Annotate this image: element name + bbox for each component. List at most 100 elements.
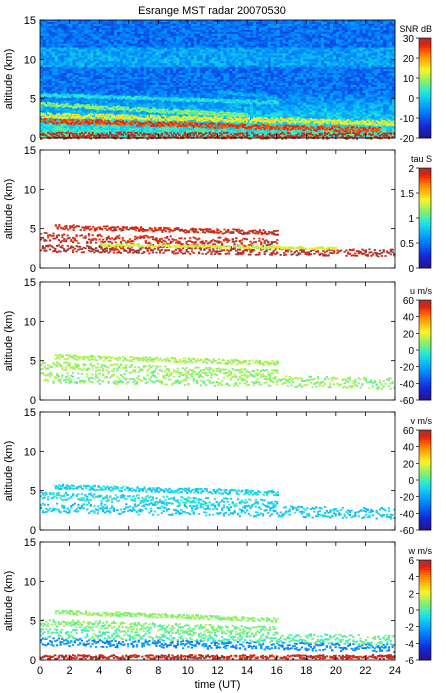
x-tick-label: 10 [182, 665, 194, 677]
colorbar-tick-label: 40 [403, 313, 415, 324]
colorbar-tick-label: 0 [408, 94, 414, 105]
data-layer [54, 354, 279, 366]
y-tick-label: 10 [24, 54, 36, 66]
data-layer [40, 244, 396, 258]
colorbar-tick-label: 0 [408, 264, 414, 275]
y-tick-label: 0 [30, 525, 36, 537]
colorbar-tick-label: 1.5 [400, 189, 414, 200]
x-tick-label: 0 [37, 665, 43, 677]
y-tick-label: 0 [30, 395, 36, 407]
y-tick-label: 15 [24, 145, 36, 157]
colorbar-tick-label: 0 [408, 606, 414, 617]
colorbar-label: SNR dB [399, 24, 432, 34]
colorbar-tick-label: -60 [400, 526, 415, 537]
y-tick-label: 15 [24, 537, 36, 549]
data-layer [40, 101, 249, 118]
colorbar-tick-label: -6 [405, 656, 414, 667]
x-tick-label: 8 [155, 665, 161, 677]
data-layer [40, 92, 279, 106]
data-layer [40, 231, 279, 249]
data-layer [40, 491, 279, 508]
colorbar-tick-label: -20 [400, 134, 415, 145]
y-axis-label: altitude (km) [3, 179, 15, 240]
colorbar-tick-label: 0 [408, 346, 414, 357]
colorbar-label: u m/s [410, 286, 433, 296]
x-tick-label: 22 [359, 665, 371, 677]
data-layer [40, 654, 396, 660]
colorbar-tick-label: -2 [405, 623, 414, 634]
colorbar-tick-label: 4 [408, 573, 414, 584]
colorbar-tick-label: 60 [403, 296, 415, 307]
colorbar-tick-label: 0.5 [400, 239, 414, 250]
colorbar-tick-label: 1 [408, 214, 414, 225]
colorbar-label: tau S [411, 154, 432, 164]
y-tick-label: 15 [24, 277, 36, 289]
y-tick-label: 10 [24, 446, 36, 458]
y-axis-label: altitude (km) [3, 311, 15, 372]
data-layer [40, 619, 279, 636]
colorbar-label: v m/s [411, 416, 433, 426]
data-layer [54, 224, 279, 236]
y-tick-label: 0 [30, 655, 36, 667]
colorbar-tick-label: 0 [408, 476, 414, 487]
y-tick-label: 15 [24, 407, 36, 419]
y-tick-label: 0 [30, 263, 36, 275]
x-tick-label: 24 [389, 665, 401, 677]
colorbar-label: w m/s [408, 546, 433, 556]
colorbar-tick-label: 20 [403, 329, 415, 340]
panel-u: 0 5 10 15 altitude (km) -60 -40 -20 0 20 40 60u m/s [3, 277, 432, 407]
data-layer [40, 637, 396, 653]
y-tick-label: 5 [30, 486, 36, 498]
colorbar-tick-label: -4 [405, 639, 414, 650]
data-layer [40, 628, 396, 646]
y-tick-label: 5 [30, 616, 36, 628]
colorbar-tick-label: 30 [403, 34, 415, 45]
colorbar-tick-label: -20 [400, 363, 415, 374]
colorbar-tick-label: 6 [408, 556, 414, 567]
panel-v: 0 5 10 15 altitude (km) -60 -40 -20 0 20 40 60v m/s [3, 407, 432, 537]
colorbar-tick-label: 10 [403, 74, 415, 85]
y-tick-label: 10 [24, 316, 36, 328]
y-tick-label: 0 [30, 133, 36, 145]
y-tick-label: 5 [30, 94, 36, 106]
colorbar-tick-label: 40 [403, 443, 415, 454]
x-tick-label: 14 [241, 665, 253, 677]
data-layer [40, 112, 396, 127]
colorbar-tick-label: -60 [400, 396, 415, 407]
x-tick-label: 4 [96, 665, 102, 677]
data-layer [54, 483, 279, 497]
colorbar-tick-label: -40 [400, 379, 415, 390]
x-tick-label: 16 [271, 665, 283, 677]
y-tick-label: 10 [24, 184, 36, 196]
x-tick-label: 18 [300, 665, 312, 677]
colorbar-tick-label: 20 [403, 54, 415, 65]
data-layer [40, 372, 396, 390]
x-axis-label: time (UT) [195, 679, 241, 691]
y-axis-label: altitude (km) [3, 571, 15, 632]
colorbar-tick-label: -20 [400, 493, 415, 504]
colorbar-tick-label: -10 [400, 114, 415, 125]
y-tick-label: 5 [30, 356, 36, 368]
colorbar-tick-label: 20 [403, 459, 415, 470]
x-tick-label: 6 [126, 665, 132, 677]
colorbar: -60 -40 -20 0 20 40 60v m/s [400, 416, 433, 537]
colorbar-tick-label: 2 [408, 164, 414, 175]
y-tick-label: 15 [24, 15, 36, 27]
y-tick-label: 10 [24, 576, 36, 588]
data-layer [40, 361, 279, 379]
figure-title: Esrange MST radar 20070530 [138, 5, 286, 17]
y-tick-label: 5 [30, 224, 36, 236]
x-tick-label: 2 [67, 665, 73, 677]
data-layer [217, 90, 279, 100]
data-layer [99, 243, 338, 251]
colorbar-tick-label: -40 [400, 509, 415, 520]
colorbar: -6 -4 -2 0 2 4 6w m/s [405, 546, 432, 667]
x-tick-label: 20 [330, 665, 342, 677]
x-tick-label: 12 [211, 665, 223, 677]
